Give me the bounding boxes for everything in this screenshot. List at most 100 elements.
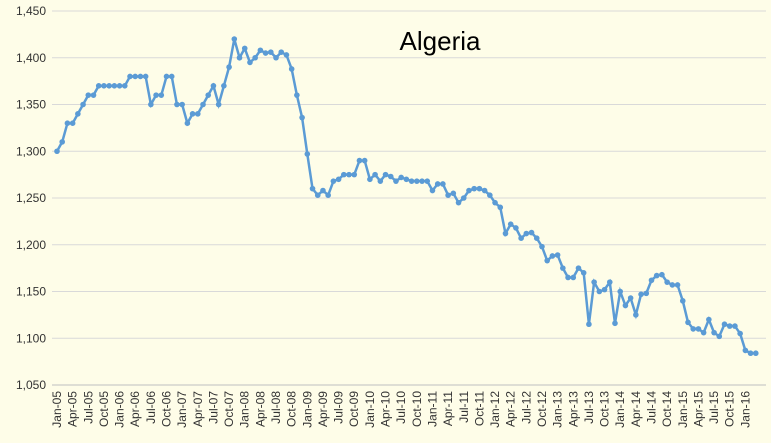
data-point xyxy=(174,101,180,108)
data-point xyxy=(309,185,316,192)
data-point xyxy=(539,243,545,250)
data-point xyxy=(408,178,415,184)
data-point xyxy=(54,148,60,155)
data-point xyxy=(351,171,358,178)
x-tick-label: Jan-14 xyxy=(613,391,627,428)
data-point xyxy=(752,350,759,357)
data-point xyxy=(111,83,118,89)
data-point xyxy=(643,290,650,297)
y-tick-label: 1,300 xyxy=(16,144,46,158)
data-point xyxy=(648,277,655,284)
data-point xyxy=(335,176,342,183)
x-tick-label: Apr-09 xyxy=(316,391,330,427)
x-tick-label: Apr-15 xyxy=(691,391,705,427)
data-point xyxy=(466,187,472,194)
data-point xyxy=(471,185,477,192)
data-point xyxy=(210,83,217,89)
data-point xyxy=(481,187,488,194)
data-point xyxy=(314,192,321,198)
data-point xyxy=(747,350,754,357)
data-point xyxy=(700,329,707,336)
data-point xyxy=(586,321,592,328)
data-point xyxy=(606,279,613,285)
data-point xyxy=(257,47,264,54)
x-tick-label: Apr-13 xyxy=(566,391,580,427)
y-tick-label: 1,450 xyxy=(16,4,46,18)
data-point xyxy=(455,199,462,206)
data-point xyxy=(638,291,644,298)
x-tick-label: Apr-07 xyxy=(191,391,205,427)
data-point xyxy=(320,187,326,194)
data-point xyxy=(450,190,457,197)
data-point xyxy=(690,326,697,332)
x-tick-label: Oct-11 xyxy=(472,391,486,426)
data-point xyxy=(137,73,144,80)
data-point xyxy=(653,272,660,279)
x-tick-label: Oct-14 xyxy=(660,391,674,427)
data-point xyxy=(387,173,394,180)
data-point xyxy=(205,92,212,98)
x-tick-label: Jul-07 xyxy=(206,391,220,424)
x-tick-label: Jul-05 xyxy=(81,391,95,424)
data-point xyxy=(685,319,691,326)
data-point xyxy=(570,274,577,281)
x-tick-label: Jan-07 xyxy=(175,391,189,428)
data-point xyxy=(726,323,733,329)
data-point xyxy=(737,330,743,337)
data-point xyxy=(372,171,378,178)
x-tick-label: Jan-08 xyxy=(238,391,252,428)
data-point xyxy=(596,288,603,295)
data-point xyxy=(221,83,227,89)
data-point xyxy=(518,235,524,242)
data-point xyxy=(445,192,451,198)
data-point xyxy=(127,73,133,80)
data-point xyxy=(523,230,530,237)
data-point xyxy=(106,83,112,89)
data-point xyxy=(236,54,243,61)
data-point xyxy=(168,73,175,80)
data-point xyxy=(695,326,702,332)
data-point xyxy=(476,185,483,192)
data-point xyxy=(560,265,566,271)
data-point xyxy=(622,302,629,309)
x-tick-label: Oct-08 xyxy=(285,391,299,427)
data-point xyxy=(549,253,556,259)
data-point xyxy=(612,320,618,327)
x-tick-label: Jan-15 xyxy=(676,391,690,428)
x-tick-label: Apr-05 xyxy=(66,391,80,427)
data-point xyxy=(659,271,665,278)
y-tick-label: 1,400 xyxy=(16,51,46,65)
data-point xyxy=(669,282,676,288)
data-point xyxy=(492,199,498,206)
data-point xyxy=(304,151,311,157)
x-tick-label: Apr-10 xyxy=(379,391,393,427)
x-tick-label: Jul-06 xyxy=(144,391,158,424)
data-point xyxy=(440,181,446,187)
data-point xyxy=(679,298,686,304)
data-point xyxy=(361,157,368,164)
data-point xyxy=(377,178,384,184)
y-tick-label: 1,150 xyxy=(16,285,46,299)
data-point xyxy=(80,101,86,108)
data-point xyxy=(158,92,165,98)
data-point xyxy=(575,265,582,271)
data-point xyxy=(200,101,206,108)
x-tick-label: Jan-11 xyxy=(425,391,439,427)
data-point xyxy=(419,178,425,184)
x-tick-label: Apr-08 xyxy=(253,391,267,427)
data-point xyxy=(507,221,514,227)
data-point xyxy=(414,178,420,184)
data-point xyxy=(121,83,128,89)
data-point xyxy=(356,157,363,164)
data-point xyxy=(633,312,639,318)
data-point xyxy=(732,323,738,329)
data-point xyxy=(59,139,66,145)
data-point xyxy=(706,316,712,323)
data-point xyxy=(252,54,258,61)
data-point xyxy=(533,235,540,242)
x-tick-label: Apr-06 xyxy=(128,391,142,427)
data-point xyxy=(179,101,185,108)
data-point xyxy=(434,181,441,187)
data-point xyxy=(195,111,201,117)
data-point xyxy=(247,59,253,66)
